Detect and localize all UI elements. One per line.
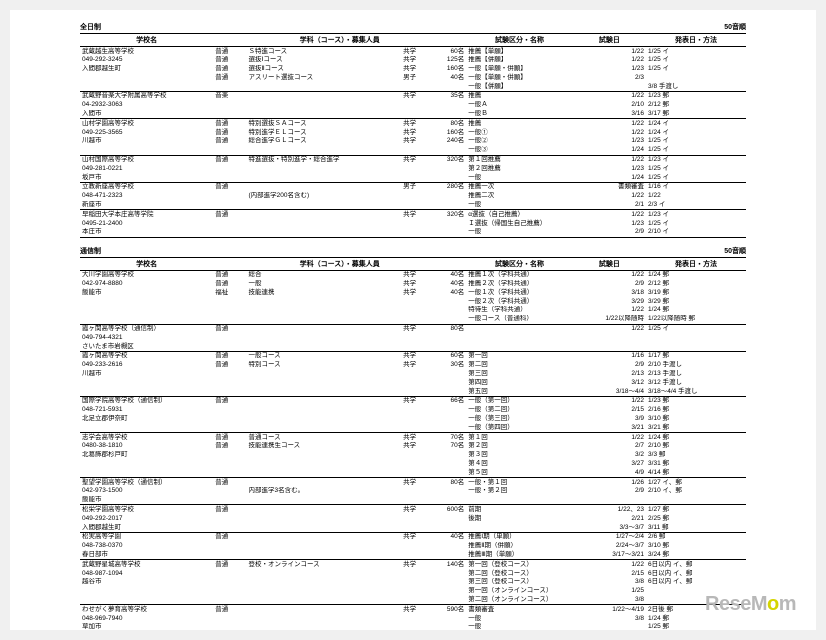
- document-page: 全日制 50音順 学校名 学科（コース）・募集人員 試験区分・名称 試験日 発表…: [10, 10, 816, 630]
- col-result: 発表日・方法: [646, 257, 746, 270]
- table-row: 武蔵野星城高等学校普通登校・オンラインコース共学140名第一回（登校コース）1/…: [80, 560, 746, 569]
- sort-label: 50音順: [724, 22, 746, 32]
- col-examtype: 試験区分・名称: [466, 257, 573, 270]
- table-row: 049-281-0221第２回推薦1/231/25 イ: [80, 164, 746, 173]
- section-label: 全日制: [80, 22, 101, 32]
- table-row: 048-471-2323(内部進学200名含む)推薦二次1/221/22: [80, 192, 746, 201]
- table-row: 川越市第三回2/132/13 手渡し: [80, 370, 746, 379]
- logo-resemom: ReseMom: [705, 593, 796, 616]
- table-row: 048-738-0370推薦Ⅱ期（併願）2/24～3/73/10 郵: [80, 542, 746, 551]
- table-correspondence: 学校名 学科（コース）・募集人員 試験区分・名称 試験日 発表日・方法 大川学園…: [80, 257, 746, 630]
- table-row: 入間郡越生町普通選抜Ⅱコース共学160名一般【単願・併願】1/231/25 イ: [80, 65, 746, 74]
- table-row: 049-233-2616普通特別コース共学30名第二回2/92/10 手渡し: [80, 361, 746, 370]
- section-header-2: 通信制 50音順: [80, 246, 746, 256]
- table-row: 049-225-3565普通特別進学ＥＬコース共学160名一般①1/221/24…: [80, 128, 746, 137]
- table-row: 049-292-3245普通選抜Ⅰコース共学125名推薦【併願】1/221/25…: [80, 56, 746, 65]
- table-row: 048-721-5931一般（第二回）2/152/16 郵: [80, 406, 746, 415]
- table-row: 国際学院高等学校（通信制）普通共学66名一般（第一回）1/221/23 郵: [80, 396, 746, 405]
- table-row: 北葛飾郡杉戸町第３回3/23/3 郵: [80, 451, 746, 460]
- table-row: 飯能市: [80, 496, 746, 505]
- table-row: 特待生（学科共通）1/221/24 郵: [80, 306, 746, 315]
- table-row: 第４回3/273/31 郵: [80, 459, 746, 468]
- table-row: 入間郡越生町3/3～3/73/11 郵: [80, 523, 746, 532]
- table-row: 第二回（オンラインコース）3/8: [80, 595, 746, 604]
- table-row: 一般【併願】3/8 手渡し: [80, 82, 746, 91]
- table-fulltime: 学校名 学科（コース）・募集人員 試験区分・名称 試験日 発表日・方法 武蔵越生…: [80, 33, 746, 238]
- table-row: 新座市一般2/12/3 イ: [80, 201, 746, 210]
- table-row: 志学会高等学校普通普通コース共学70名第１回1/221/24 郵: [80, 433, 746, 442]
- table-row: 049-292-2017後期2/212/25 郵: [80, 514, 746, 523]
- table-row: 第四回3/123/12 手渡し: [80, 378, 746, 387]
- table-row: 霞ヶ関高等学校普通一般コース共学60名第一回1/161/17 郵: [80, 351, 746, 360]
- col-course: 学科（コース）・募集人員: [213, 34, 466, 47]
- table-row: 042-974-8880普通一般共学40名推薦２次（学科共通）2/92/12 郵: [80, 280, 746, 289]
- table-row: 武蔵越生高等学校普通Ｓ特進コース共学60名推薦【単願】1/221/25 イ: [80, 47, 746, 56]
- table-row: 川越市普通総合進学ＧＬコース共学240名一般②1/231/25 イ: [80, 137, 746, 146]
- table-row: 0495-21-2400Ｉ選抜（帰国生自己推薦）1/231/25 イ: [80, 219, 746, 228]
- sort-label: 50音順: [724, 246, 746, 256]
- col-result: 発表日・方法: [646, 34, 746, 47]
- table-row: 山村学園高等学校普通特別選抜ＳＡコース共学80名推薦1/221/24 イ: [80, 119, 746, 128]
- table-row: 武蔵野音楽大学附属高等学校音楽共学35名推薦1/221/23 郵: [80, 91, 746, 100]
- table-row: 第五回3/18～4/43/18～4/4 手渡し: [80, 387, 746, 396]
- table-row: 霞ヶ関高等学校（通信制）普通共学80名1/221/25 イ: [80, 324, 746, 333]
- table-row: 本庄市一般2/92/10 イ: [80, 228, 746, 237]
- table-row: 第５回4/94/14 郵: [80, 468, 746, 477]
- col-examdate: 試験日: [573, 34, 646, 47]
- table-row: 春日部市推薦Ⅲ期（単願）3/17～3/213/24 郵: [80, 550, 746, 559]
- table-row: 一般③1/241/25 イ: [80, 146, 746, 155]
- table-row: 早稲田大学本庄高等学院普通共学320名α選抜（自己推薦）1/221/23 イ: [80, 210, 746, 219]
- table-row: 0480-38-1810普通技能連携生コース共学70名第２回2/72/10 郵: [80, 442, 746, 451]
- table-row: 普通アスリート選抜コース男子40名一般【単願・併願】2/3: [80, 73, 746, 82]
- table-row: 04-2932-3063一般Ａ2/102/12 郵: [80, 101, 746, 110]
- section-header-1: 全日制 50音順: [80, 22, 746, 32]
- table-row: 048-987-1094第二回（登校コース）2/156日以内 イ、郵: [80, 569, 746, 578]
- table-row: 048-969-7940一般3/81/24 郵: [80, 614, 746, 623]
- table-row: さいたま市岩槻区: [80, 342, 746, 351]
- table-row: 松栄学園高等学校普通共学600名前期1/22、231/27 郵: [80, 505, 746, 514]
- table-head: 学校名 学科（コース）・募集人員 試験区分・名称 試験日 発表日・方法: [80, 34, 746, 47]
- table-row: 坂戸市一般1/241/25 イ: [80, 173, 746, 182]
- section-label: 通信制: [80, 246, 101, 256]
- table-row: 飯能市福祉技能連携共学40名一般１次（学科共通）3/183/19 郵: [80, 288, 746, 297]
- table-row: 一般２次（学科共通）3/293/29 郵: [80, 297, 746, 306]
- table-row: 山村国際高等学校普通特進選抜・特別進学・総合進学共学320名第１回推薦1/221…: [80, 155, 746, 164]
- table-row: 立教新座高等学校普通男子280名推薦一次書類審査1/16 イ: [80, 182, 746, 191]
- table-row: 北足立郡伊奈町一般（第三回）3/93/10 郵: [80, 414, 746, 423]
- table-row: 042-973-1500内部進学3名含む。一般・第２回2/92/10 イ、郵: [80, 487, 746, 496]
- col-examtype: 試験区分・名称: [466, 34, 573, 47]
- table-row: 草加市一般1/25 郵: [80, 623, 746, 630]
- table-row: 越谷市第三回（登校コース）3/86日以内 イ、郵: [80, 578, 746, 587]
- table-row: 049-794-4321: [80, 333, 746, 342]
- col-school: 学校名: [80, 34, 213, 47]
- table-row: 聖望学園高等学校（通信制）普通共学80名一般・第１回1/261/27 イ、郵: [80, 478, 746, 487]
- table-row: 入間市一般Ｂ3/163/17 郵: [80, 110, 746, 119]
- table-row: 松実高等学園普通共学40名推薦Ⅰ期（単願）1/27～2/42/6 郵: [80, 532, 746, 541]
- table-row: 大川学園高等学校普通総合共学40名推薦１次（学科共通）1/221/24 郵: [80, 270, 746, 279]
- table-row: わせがく夢育高等学校普通共学590名書類審査1/22～4/192日後 郵: [80, 605, 746, 614]
- table-row: 一般コース（普通科）1/22以降随時1/22以降随時 郵: [80, 315, 746, 324]
- col-course: 学科（コース）・募集人員: [213, 257, 466, 270]
- col-school: 学校名: [80, 257, 213, 270]
- col-examdate: 試験日: [573, 257, 646, 270]
- table-head: 学校名 学科（コース）・募集人員 試験区分・名称 試験日 発表日・方法: [80, 257, 746, 270]
- table-row: 第一回（オンラインコース）1/25: [80, 587, 746, 596]
- table-row: 一般（第四回）3/213/21 郵: [80, 423, 746, 432]
